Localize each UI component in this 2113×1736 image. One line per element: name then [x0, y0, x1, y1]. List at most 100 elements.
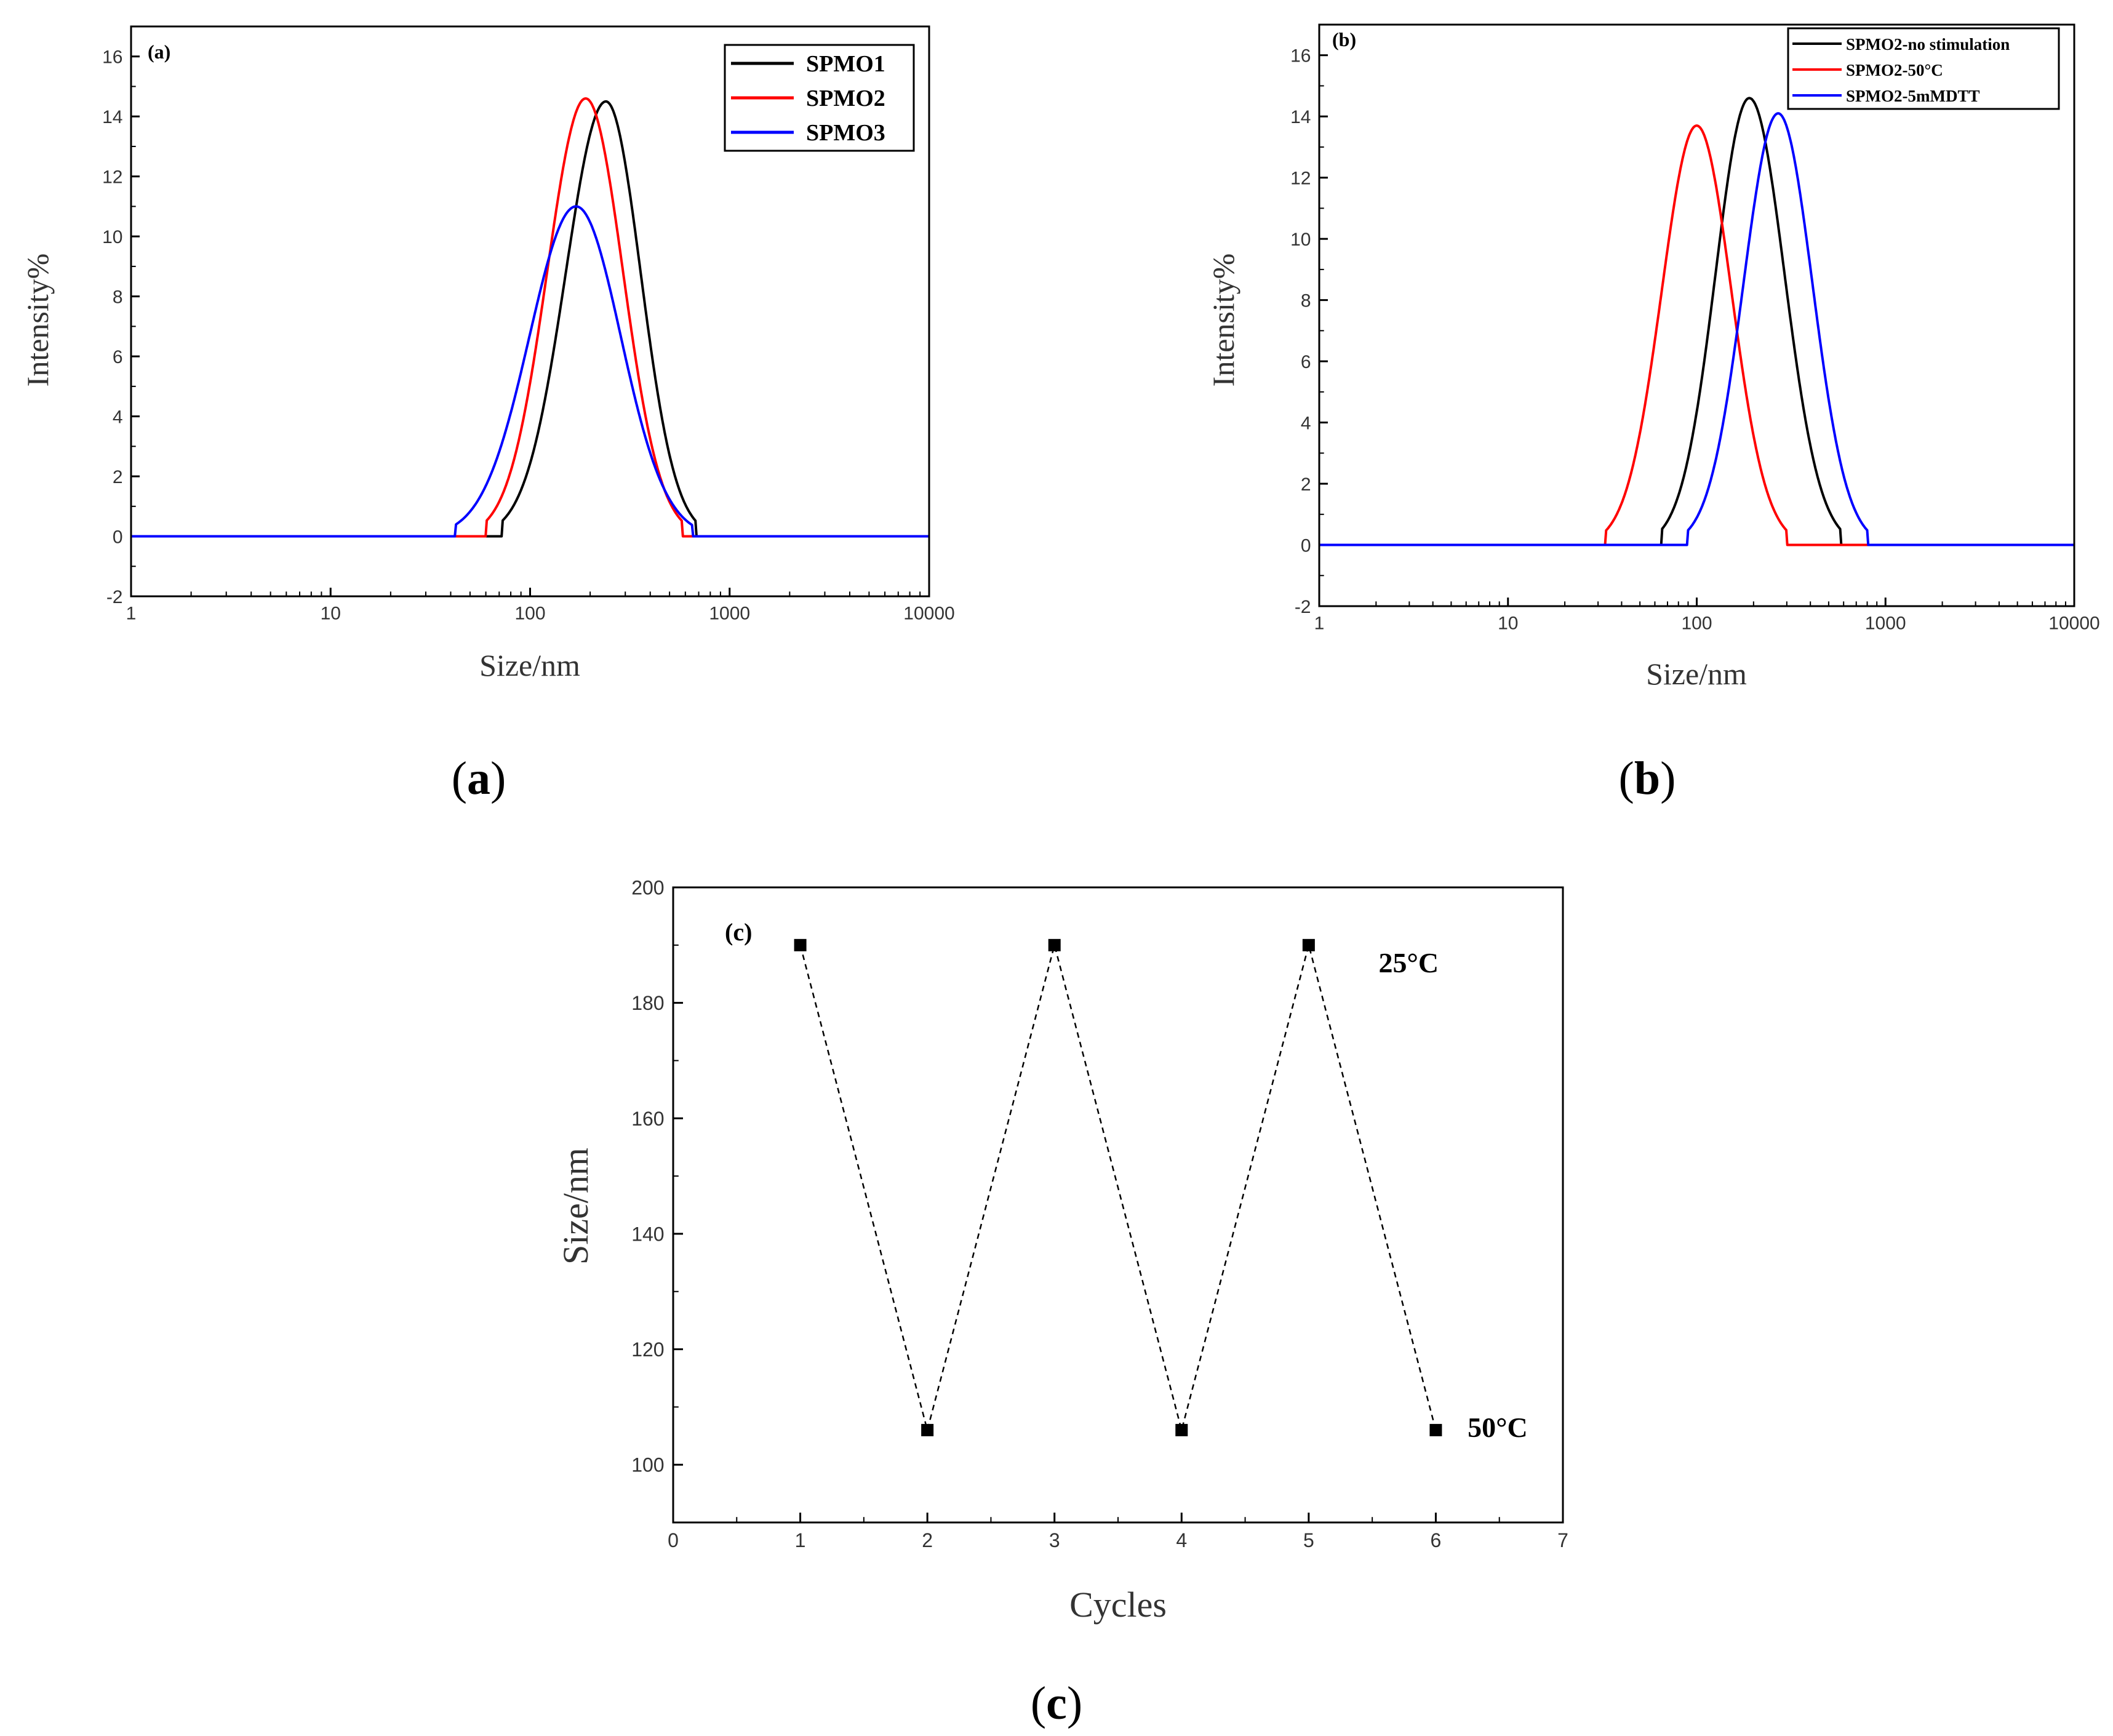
legend-label-no-stimulation: SPMO2-no stimulation — [1846, 35, 2010, 54]
legend-label-50c: SPMO2-50°C — [1846, 61, 1943, 79]
x-tick-label: 0 — [668, 1529, 679, 1551]
panel-tag-b: (b) — [1332, 28, 1356, 50]
legend-label-spmo1: SPMO1 — [806, 51, 885, 77]
caption-b: (b) — [1619, 753, 1676, 804]
y-tick-label: 180 — [631, 992, 664, 1014]
legend-label-5mmdtt: SPMO2-5mMDTT — [1846, 87, 1979, 105]
caption-a-letter: a — [467, 753, 490, 804]
caption-c-close: ) — [1067, 1678, 1082, 1729]
series-lines-b — [1319, 97, 2074, 546]
x-tick-label: 7 — [1557, 1529, 1568, 1551]
caption-b-open: ( — [1619, 753, 1634, 804]
x-tick-label: 5 — [1303, 1529, 1314, 1551]
x-ticks-b: 1 10 100 1000 10000 — [1314, 598, 2100, 634]
y-tick-label: 10 — [102, 227, 122, 247]
panel-tag-a: (a) — [148, 41, 170, 63]
plot-frame-c — [672, 886, 1564, 1524]
caption-a-close: ) — [490, 753, 506, 804]
chart-panel-a: 1 10 100 1000 10000 -2 0 2 4 6 8 10 12 14 16 (a) Size… — [20, 25, 955, 682]
caption-b-close: ) — [1660, 753, 1676, 804]
y-tick-label: -2 — [1295, 597, 1311, 617]
y-ticks-c: 100 120 140 160 180 200 — [631, 877, 683, 1476]
y-tick-label: 14 — [102, 107, 122, 127]
y-tick-label: 4 — [1301, 413, 1311, 433]
y-ticks-a: -2 0 2 4 6 8 10 12 14 16 — [102, 47, 140, 607]
y-tick-label: 120 — [631, 1338, 664, 1361]
x-tick-label: 3 — [1049, 1529, 1060, 1551]
y-tick-label: 16 — [1290, 46, 1311, 66]
y-tick-label: 2 — [113, 467, 123, 487]
y-axis-title-a: Intensity% — [20, 254, 55, 387]
y-tick-label: 100 — [631, 1454, 664, 1476]
y-tick-label: 6 — [113, 347, 123, 367]
legend-a: SPMO1 SPMO2 SPMO3 — [724, 44, 915, 152]
y-tick-label: 8 — [113, 287, 123, 307]
data-point — [921, 1423, 934, 1436]
x-tick-label: 10 — [1498, 614, 1518, 634]
data-point — [1302, 938, 1315, 951]
y-tick-label: -2 — [106, 587, 123, 607]
x-axis-title-a: Size/nm — [479, 648, 580, 682]
y-axis-title-b: Intensity% — [1206, 254, 1240, 387]
annotation-50c: 50°C — [1468, 1412, 1528, 1443]
y-tick-label: 6 — [1301, 352, 1311, 372]
series-line-spmo2-50-c — [1319, 124, 2074, 546]
y-tick-label: 16 — [102, 47, 122, 68]
series-line-spmo2-5mmdtt — [1319, 112, 2074, 546]
data-point — [794, 938, 807, 951]
caption-c: (c) — [1031, 1678, 1082, 1729]
annotation-25c: 25°C — [1378, 947, 1439, 978]
caption-b-letter: b — [1634, 753, 1660, 804]
x-tick-label: 1 — [1314, 614, 1325, 634]
x-ticks-a: 1 10 100 1000 10000 — [126, 588, 955, 624]
series-points-c — [794, 938, 1442, 1436]
data-point — [1175, 1423, 1188, 1436]
series-line-spmo2 — [131, 97, 929, 538]
data-point — [1048, 938, 1061, 951]
y-tick-label: 0 — [1301, 535, 1311, 556]
caption-a: (a) — [452, 753, 506, 804]
panel-tag-c: (c) — [725, 918, 752, 946]
x-tick-label: 100 — [1681, 614, 1712, 634]
x-tick-label: 1000 — [1865, 614, 1906, 634]
caption-a-open: ( — [452, 753, 467, 804]
dashed-connector — [799, 942, 1437, 1433]
caption-c-letter: c — [1046, 1678, 1067, 1729]
y-tick-label: 12 — [102, 167, 122, 187]
y-tick-label: 140 — [631, 1223, 664, 1245]
legend-label-spmo2: SPMO2 — [806, 86, 885, 111]
y-ticks-b: -2 0 2 4 6 8 10 12 14 16 — [1290, 46, 1328, 617]
legend-b: SPMO2-no stimulation SPMO2-50°C SPMO2-5m… — [1787, 27, 2060, 110]
x-tick-label: 4 — [1176, 1529, 1187, 1551]
y-axis-title-c: Size/nm — [556, 1148, 596, 1265]
x-tick-label: 10000 — [903, 604, 954, 624]
data-point — [1429, 1423, 1442, 1436]
y-tick-label: 200 — [631, 877, 664, 899]
x-tick-label: 2 — [922, 1529, 933, 1551]
x-tick-label: 100 — [514, 604, 545, 624]
caption-c-open: ( — [1031, 1678, 1046, 1729]
series-line-spmo2-no-stimulation — [1319, 97, 2074, 546]
y-tick-label: 4 — [113, 407, 123, 427]
series-line-c — [799, 942, 1437, 1433]
y-tick-label: 14 — [1290, 107, 1311, 127]
legend-label-spmo3: SPMO3 — [806, 120, 885, 146]
x-axis-title-c: Cycles — [1069, 1585, 1167, 1625]
series-line-spmo1 — [131, 100, 929, 538]
x-tick-label: 10000 — [2048, 614, 2099, 634]
series-lines-a — [131, 97, 929, 538]
chart-panel-b: 1 10 100 1000 10000 -2 0 2 4 6 8 10 12 14 16 (b) Size… — [1206, 23, 2100, 691]
x-tick-label: 1 — [126, 604, 137, 624]
y-tick-label: 0 — [113, 527, 123, 547]
plot-frame-b — [1318, 23, 2075, 607]
plot-frame-a — [130, 25, 930, 598]
y-tick-label: 160 — [631, 1108, 664, 1130]
x-tick-label: 1000 — [709, 604, 750, 624]
chart-panel-c: 0 1 2 3 4 5 6 7 100 120 140 160 180 200 (c) 25°C 50°… — [556, 877, 1568, 1625]
x-tick-label: 6 — [1431, 1529, 1442, 1551]
x-tick-label: 1 — [795, 1529, 806, 1551]
x-ticks-c: 0 1 2 3 4 5 6 7 — [668, 1513, 1568, 1551]
x-axis-title-b: Size/nm — [1646, 657, 1747, 691]
y-tick-label: 8 — [1301, 290, 1311, 311]
